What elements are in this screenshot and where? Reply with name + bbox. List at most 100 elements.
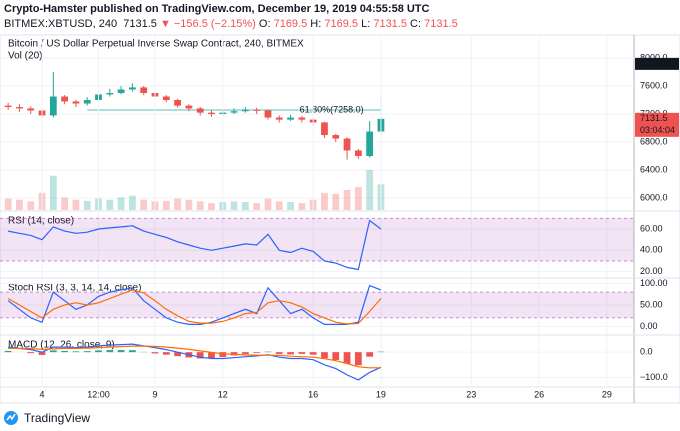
- candle: [140, 86, 148, 96]
- candle-body: [321, 122, 328, 136]
- histogram-bar: [298, 352, 306, 354]
- ohlc-key: C:: [410, 18, 422, 30]
- histogram-bar: [49, 350, 57, 353]
- candle: [174, 98, 181, 108]
- volume-bar: [275, 201, 283, 210]
- candle-body: [49, 96, 57, 116]
- volume-bar: [253, 203, 261, 210]
- histogram-bar: [196, 352, 204, 359]
- y-tick-label: 6800.0: [640, 136, 668, 146]
- symbol: BITMEX:XBTUSD, 240: [4, 18, 118, 30]
- volume-bar: [162, 200, 170, 210]
- candle-body: [72, 101, 80, 104]
- candle: [354, 149, 362, 159]
- candle-body: [264, 110, 272, 118]
- volume-bar: [16, 199, 23, 210]
- candle: [241, 107, 249, 113]
- histogram-bar: [162, 352, 170, 355]
- volume-bar: [140, 199, 148, 210]
- volume-bar: [49, 175, 57, 210]
- candle: [366, 121, 374, 158]
- histogram-bar: [309, 352, 317, 355]
- candle: [298, 116, 306, 123]
- histogram-bar: [275, 352, 283, 354]
- histogram-bar: [219, 352, 227, 357]
- volume-bar: [366, 170, 374, 210]
- histogram-bar: [151, 352, 159, 354]
- volume-bar: [174, 198, 181, 210]
- candle: [72, 100, 80, 108]
- ohlc-key: H:: [310, 18, 322, 30]
- candle: [208, 110, 215, 117]
- x-tick-label: 29: [602, 389, 612, 399]
- ohlc-value: 7169.5: [273, 18, 308, 30]
- candle-body: [162, 96, 170, 101]
- volume-bar: [343, 190, 351, 210]
- histogram-bar: [61, 350, 69, 353]
- y-tick-label: 6400.0: [640, 164, 668, 174]
- histogram-bar: [208, 352, 215, 359]
- candle-body: [241, 109, 249, 112]
- histogram-bar: [72, 351, 80, 353]
- candle-body: [196, 108, 204, 113]
- line: [8, 343, 382, 381]
- histogram-bar: [106, 350, 114, 353]
- candle: [106, 88, 114, 97]
- volume-bar: [117, 197, 125, 210]
- ohlc: O: 7169.5 H: 7169.5 L: 7131.5 C: 7131.5: [259, 18, 458, 30]
- frame: [0, 34, 680, 404]
- candle: [332, 133, 340, 143]
- histogram-bar: [241, 352, 249, 354]
- histogram-bar: [287, 352, 294, 355]
- candle: [83, 97, 91, 106]
- x-tick-label: 4: [40, 389, 45, 399]
- volume-bar: [106, 199, 114, 210]
- logo: [4, 411, 18, 425]
- volume-bar: [61, 197, 69, 210]
- y-tick-label: 8000.0: [640, 52, 668, 62]
- line: [7, 284, 382, 325]
- candle: [27, 106, 35, 115]
- candle-body: [298, 117, 306, 120]
- candle-body: [174, 100, 181, 106]
- volume-bar: [264, 198, 272, 210]
- y-tick-label: 40.00: [640, 245, 663, 255]
- line: [7, 219, 382, 271]
- y-tick-label: 0.0: [640, 347, 653, 357]
- high-marker-box: [635, 57, 679, 70]
- x-tick-label: 12:00: [87, 389, 110, 399]
- candle-body: [140, 87, 148, 94]
- histogram-bar: [95, 350, 102, 353]
- candle-body: [230, 111, 238, 113]
- x-tick-label: 19: [376, 389, 386, 399]
- brand: TradingView: [24, 411, 90, 425]
- pane-title: Bitcoin / US Dollar Perpetual Inverse Sw…: [8, 39, 304, 50]
- candle: [162, 95, 170, 103]
- volume-bar: [72, 199, 80, 210]
- volume-bar: [354, 187, 362, 210]
- candle: [117, 86, 125, 95]
- candle: [185, 104, 193, 112]
- publisher: Crypto-Hamster published on TradingView.…: [4, 3, 430, 15]
- candle: [275, 115, 283, 123]
- candle-body: [275, 117, 283, 120]
- volume-bar: [129, 195, 136, 210]
- candle-body: [117, 89, 125, 94]
- candle: [230, 108, 238, 115]
- histogram-bar: [129, 350, 136, 353]
- change: ▼ −156.5 (−2.15%): [159, 18, 256, 30]
- histogram-bar: [253, 352, 261, 353]
- volume-bar: [27, 201, 35, 210]
- volume-bar: [287, 202, 294, 210]
- candle-body: [208, 112, 215, 115]
- y-tick-label: 20.00: [640, 266, 663, 276]
- histogram-bar: [332, 352, 340, 360]
- candle-body: [106, 93, 114, 95]
- pane-title: RSI (14, close): [8, 216, 74, 227]
- high-marker-label: 7916.0: [640, 58, 668, 68]
- histogram-bar: [27, 352, 35, 354]
- candle: [61, 95, 69, 105]
- volume-bar: [321, 192, 328, 210]
